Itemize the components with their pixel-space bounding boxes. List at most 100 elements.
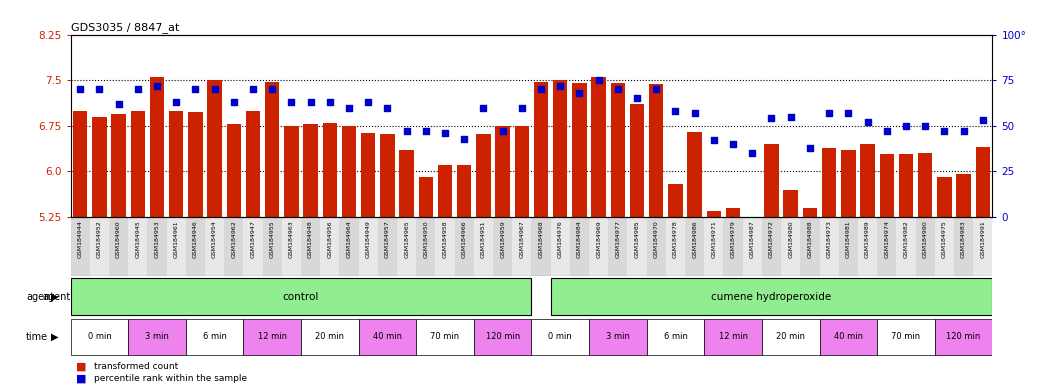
Text: GSM184965: GSM184965 — [404, 220, 409, 258]
Bar — [877, 217, 896, 276]
Bar — [685, 217, 704, 276]
Bar — [149, 77, 164, 217]
Text: GSM184947: GSM184947 — [250, 220, 255, 258]
Bar — [630, 104, 645, 217]
Point — [917, 123, 933, 129]
Point — [110, 101, 127, 107]
Text: GSM184963: GSM184963 — [289, 220, 294, 258]
Point — [148, 83, 165, 89]
Text: GSM184964: GSM184964 — [347, 220, 352, 258]
Bar — [188, 113, 202, 217]
Point — [514, 104, 530, 111]
Text: GSM184971: GSM184971 — [711, 220, 716, 258]
Bar — [531, 319, 589, 355]
Bar — [572, 83, 586, 217]
Point — [821, 110, 838, 116]
Bar — [550, 278, 992, 315]
Text: 6 min: 6 min — [663, 333, 687, 341]
Bar — [954, 217, 973, 276]
Point — [417, 128, 434, 134]
Point — [859, 119, 876, 125]
Bar — [610, 83, 625, 217]
Point — [264, 86, 280, 93]
Bar — [822, 148, 837, 217]
Bar — [186, 319, 243, 355]
Text: 20 min: 20 min — [776, 333, 805, 341]
Text: GSM184944: GSM184944 — [78, 220, 83, 258]
Bar — [861, 144, 875, 217]
Point — [591, 77, 607, 83]
Text: GSM184975: GSM184975 — [941, 220, 947, 258]
Point — [72, 86, 88, 93]
Point — [322, 99, 338, 105]
Bar — [358, 319, 416, 355]
Bar — [284, 126, 299, 217]
Bar — [92, 117, 107, 217]
Bar — [186, 217, 204, 276]
Bar — [416, 217, 435, 276]
Text: GSM184984: GSM184984 — [577, 220, 582, 258]
Bar — [726, 208, 740, 217]
Text: GSM184957: GSM184957 — [385, 220, 390, 258]
Bar — [841, 150, 855, 217]
Text: GSM184979: GSM184979 — [731, 220, 736, 258]
Text: agent: agent — [26, 291, 54, 302]
Text: 40 min: 40 min — [834, 333, 863, 341]
Point — [437, 130, 454, 136]
Bar — [455, 217, 473, 276]
Bar — [934, 217, 954, 276]
Bar — [380, 134, 394, 217]
Bar — [281, 217, 301, 276]
Bar — [857, 217, 877, 276]
Text: agent: agent — [43, 291, 71, 302]
Bar — [899, 154, 913, 217]
Bar — [109, 217, 128, 276]
Bar — [707, 211, 721, 217]
Bar — [956, 174, 971, 217]
Bar — [647, 319, 704, 355]
Text: GSM184990: GSM184990 — [923, 220, 928, 258]
Text: GSM184970: GSM184970 — [654, 220, 659, 258]
Text: GSM184948: GSM184948 — [308, 220, 313, 258]
Bar — [204, 217, 224, 276]
Bar — [263, 217, 281, 276]
Point — [399, 128, 415, 134]
Point — [245, 86, 262, 93]
Bar — [784, 190, 798, 217]
Bar — [649, 84, 663, 217]
Bar — [589, 217, 608, 276]
Text: 12 min: 12 min — [257, 333, 286, 341]
Text: GSM184982: GSM184982 — [903, 220, 908, 258]
Bar — [819, 217, 839, 276]
Text: GSM184950: GSM184950 — [424, 220, 429, 258]
Bar — [918, 153, 932, 217]
Point — [571, 90, 588, 96]
Text: GSM184966: GSM184966 — [462, 220, 467, 258]
Point — [225, 99, 242, 105]
Bar — [473, 319, 531, 355]
Bar — [493, 217, 512, 276]
Text: control: control — [282, 291, 320, 302]
Text: GSM184976: GSM184976 — [557, 220, 563, 258]
Bar — [397, 217, 416, 276]
Bar — [531, 217, 550, 276]
Bar — [166, 217, 186, 276]
Point — [706, 137, 722, 144]
Point — [667, 108, 684, 114]
Point — [207, 86, 223, 93]
Point — [686, 110, 703, 116]
Text: 3 min: 3 min — [145, 333, 169, 341]
Point — [130, 86, 146, 93]
Point — [648, 86, 664, 93]
Bar — [742, 217, 762, 276]
Text: ▶: ▶ — [51, 332, 58, 342]
Text: GSM184958: GSM184958 — [442, 220, 447, 258]
Bar — [934, 319, 992, 355]
Bar — [570, 217, 589, 276]
Text: GSM184961: GSM184961 — [173, 220, 179, 258]
Bar — [762, 319, 820, 355]
Text: transformed count: transformed count — [94, 362, 179, 371]
Bar — [378, 217, 397, 276]
Bar — [550, 217, 570, 276]
Text: GSM184967: GSM184967 — [519, 220, 524, 258]
